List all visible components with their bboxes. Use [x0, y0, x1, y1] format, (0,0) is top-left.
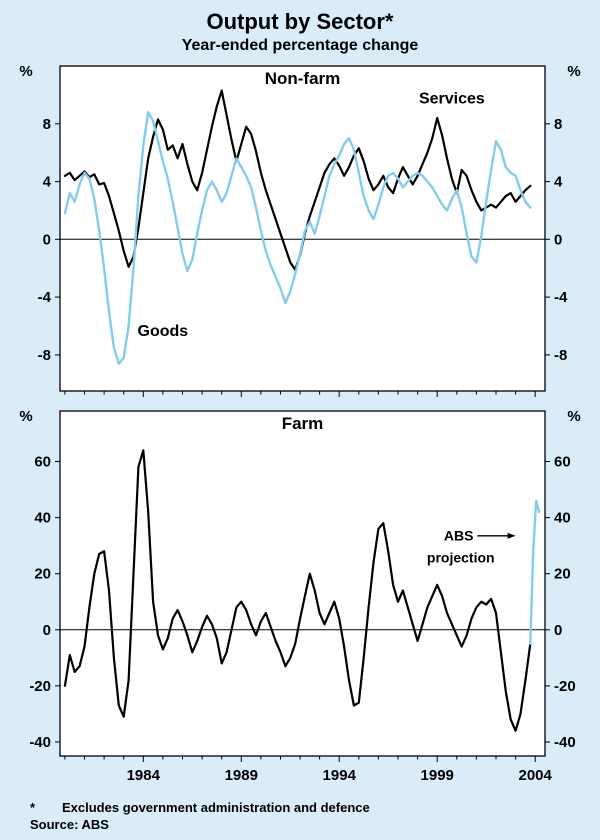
svg-text:1989: 1989: [225, 767, 258, 784]
svg-text:8: 8: [554, 116, 562, 133]
farm-panel-chart: 1984 1989 1994 1999 2004 60 60 40 40 20 20 0 0 -20 -20…: [19, 408, 580, 784]
svg-text:0: 0: [554, 622, 562, 639]
svg-text:0: 0: [43, 622, 51, 639]
footnote-line: * Excludes government administration and …: [30, 799, 590, 816]
svg-text:4: 4: [554, 174, 563, 191]
svg-text:20: 20: [34, 566, 51, 583]
svg-text:-40: -40: [554, 734, 576, 751]
svg-text:4: 4: [43, 174, 52, 191]
chart-title: Output by Sector*: [206, 9, 394, 34]
svg-text:%: %: [19, 63, 32, 80]
svg-text:2004: 2004: [519, 767, 553, 784]
nonfarm-panel-chart: 8 8 4 4 0 0 -4 -4 -8 -8% % Non-farm Services Goods: [19, 63, 581, 397]
svg-text:%: %: [567, 408, 580, 425]
svg-text:60: 60: [34, 453, 51, 470]
svg-text:-4: -4: [38, 289, 52, 306]
footnote-marker: *: [30, 800, 36, 815]
svg-text:1994: 1994: [323, 767, 357, 784]
title-block: Output by Sector* Year-ended percentage …: [0, 0, 600, 56]
svg-text:Services: Services: [419, 91, 485, 108]
svg-text:20: 20: [554, 566, 571, 583]
svg-text:Farm: Farm: [282, 414, 324, 433]
svg-text:Goods: Goods: [138, 323, 189, 340]
svg-text:40: 40: [34, 510, 51, 527]
svg-text:-8: -8: [38, 347, 51, 364]
footnote-text: Excludes government administration and d…: [62, 800, 370, 815]
svg-text:-40: -40: [29, 734, 51, 751]
svg-text:1984: 1984: [127, 767, 161, 784]
chart-subtitle: Year-ended percentage change: [181, 37, 419, 54]
svg-text:0: 0: [43, 231, 51, 248]
svg-text:Non-farm: Non-farm: [265, 69, 341, 88]
svg-text:projection: projection: [427, 549, 495, 565]
svg-text:-20: -20: [29, 678, 51, 695]
svg-text:%: %: [19, 408, 32, 425]
svg-text:60: 60: [554, 453, 571, 470]
svg-text:-4: -4: [554, 289, 568, 306]
source-text: Source: ABS: [30, 817, 109, 832]
svg-text:0: 0: [554, 231, 562, 248]
svg-text:ABS: ABS: [444, 528, 474, 544]
svg-text:1999: 1999: [421, 767, 454, 784]
svg-text:40: 40: [554, 510, 571, 527]
svg-text:-20: -20: [554, 678, 576, 695]
svg-text:-8: -8: [554, 347, 567, 364]
footnotes: * Excludes government administration and …: [0, 796, 600, 833]
svg-text:%: %: [567, 63, 580, 80]
svg-text:8: 8: [43, 116, 51, 133]
